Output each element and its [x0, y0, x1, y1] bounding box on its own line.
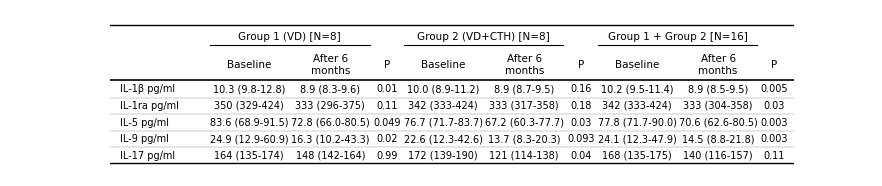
Text: 0.005: 0.005	[760, 84, 789, 94]
Text: 0.03: 0.03	[764, 101, 785, 111]
Text: 0.003: 0.003	[761, 118, 789, 128]
Text: 14.5 (8.8-21.8): 14.5 (8.8-21.8)	[682, 134, 754, 144]
Text: 333 (304-358): 333 (304-358)	[684, 101, 753, 111]
Text: P: P	[384, 60, 390, 70]
Text: IL-17 pg/ml: IL-17 pg/ml	[120, 151, 175, 161]
Text: After 6
months: After 6 months	[699, 54, 738, 76]
Text: After 6
months: After 6 months	[310, 54, 350, 76]
Text: 164 (135-174): 164 (135-174)	[214, 151, 284, 161]
Text: 0.16: 0.16	[570, 84, 591, 94]
Text: 140 (116-157): 140 (116-157)	[684, 151, 753, 161]
Text: 22.6 (12.3-42.6): 22.6 (12.3-42.6)	[404, 134, 482, 144]
Text: Group 2 (VD+CTH) [N=8]: Group 2 (VD+CTH) [N=8]	[417, 32, 550, 42]
Text: 8.9 (8.7-9.5): 8.9 (8.7-9.5)	[494, 84, 555, 94]
Text: 0.99: 0.99	[376, 151, 398, 161]
Text: 0.03: 0.03	[570, 118, 591, 128]
Text: Baseline: Baseline	[227, 60, 272, 70]
Text: 0.02: 0.02	[376, 134, 398, 144]
Text: Group 1 (VD) [N=8]: Group 1 (VD) [N=8]	[238, 32, 341, 42]
Text: 0.093: 0.093	[567, 134, 594, 144]
Text: 0.18: 0.18	[570, 101, 591, 111]
Text: 172 (139-190): 172 (139-190)	[408, 151, 478, 161]
Text: 121 (114-138): 121 (114-138)	[490, 151, 559, 161]
Text: 342 (333-424): 342 (333-424)	[408, 101, 478, 111]
Text: 83.6 (68.9-91.5): 83.6 (68.9-91.5)	[210, 118, 288, 128]
Text: Baseline: Baseline	[421, 60, 466, 70]
Text: 168 (135-175): 168 (135-175)	[602, 151, 672, 161]
Text: 8.9 (8.3-9.6): 8.9 (8.3-9.6)	[301, 84, 361, 94]
Text: After 6
months: After 6 months	[505, 54, 544, 76]
Text: P: P	[772, 60, 778, 70]
Text: Baseline: Baseline	[615, 60, 659, 70]
Text: P: P	[578, 60, 584, 70]
Text: 67.2 (60.3-77.7): 67.2 (60.3-77.7)	[485, 118, 564, 128]
Text: 70.6 (62.6-80.5): 70.6 (62.6-80.5)	[679, 118, 758, 128]
Text: 0.11: 0.11	[376, 101, 398, 111]
Text: IL-1ra pg/ml: IL-1ra pg/ml	[120, 101, 179, 111]
Text: 16.3 (10.2-43.3): 16.3 (10.2-43.3)	[291, 134, 370, 144]
Text: 0.04: 0.04	[570, 151, 591, 161]
Text: Group 1 + Group 2 [N=16]: Group 1 + Group 2 [N=16]	[608, 32, 748, 42]
Text: 24.1 (12.3-47.9): 24.1 (12.3-47.9)	[598, 134, 676, 144]
Text: 10.0 (8.9-11.2): 10.0 (8.9-11.2)	[407, 84, 479, 94]
Text: 342 (333-424): 342 (333-424)	[602, 101, 672, 111]
Text: 13.7 (8.3-20.3): 13.7 (8.3-20.3)	[488, 134, 560, 144]
Text: 24.9 (12.9-60.9): 24.9 (12.9-60.9)	[210, 134, 288, 144]
Text: 0.01: 0.01	[376, 84, 398, 94]
Text: 72.8 (66.0-80.5): 72.8 (66.0-80.5)	[291, 118, 370, 128]
Text: 333 (317-358): 333 (317-358)	[490, 101, 559, 111]
Text: 0.11: 0.11	[764, 151, 785, 161]
Text: 148 (142-164): 148 (142-164)	[295, 151, 365, 161]
Text: 333 (296-375): 333 (296-375)	[295, 101, 365, 111]
Text: 350 (329-424): 350 (329-424)	[214, 101, 284, 111]
Text: 0.049: 0.049	[373, 118, 400, 128]
Text: IL-1β pg/ml: IL-1β pg/ml	[120, 84, 175, 94]
Text: 10.3 (9.8-12.8): 10.3 (9.8-12.8)	[213, 84, 286, 94]
Text: 0.003: 0.003	[761, 134, 789, 144]
Text: 77.8 (71.7-90.0): 77.8 (71.7-90.0)	[598, 118, 676, 128]
Text: IL-9 pg/ml: IL-9 pg/ml	[120, 134, 168, 144]
Text: 8.9 (8.5-9.5): 8.9 (8.5-9.5)	[688, 84, 748, 94]
Text: IL-5 pg/ml: IL-5 pg/ml	[120, 118, 168, 128]
Text: 10.2 (9.5-11.4): 10.2 (9.5-11.4)	[601, 84, 673, 94]
Text: 76.7 (71.7-83.7): 76.7 (71.7-83.7)	[404, 118, 482, 128]
